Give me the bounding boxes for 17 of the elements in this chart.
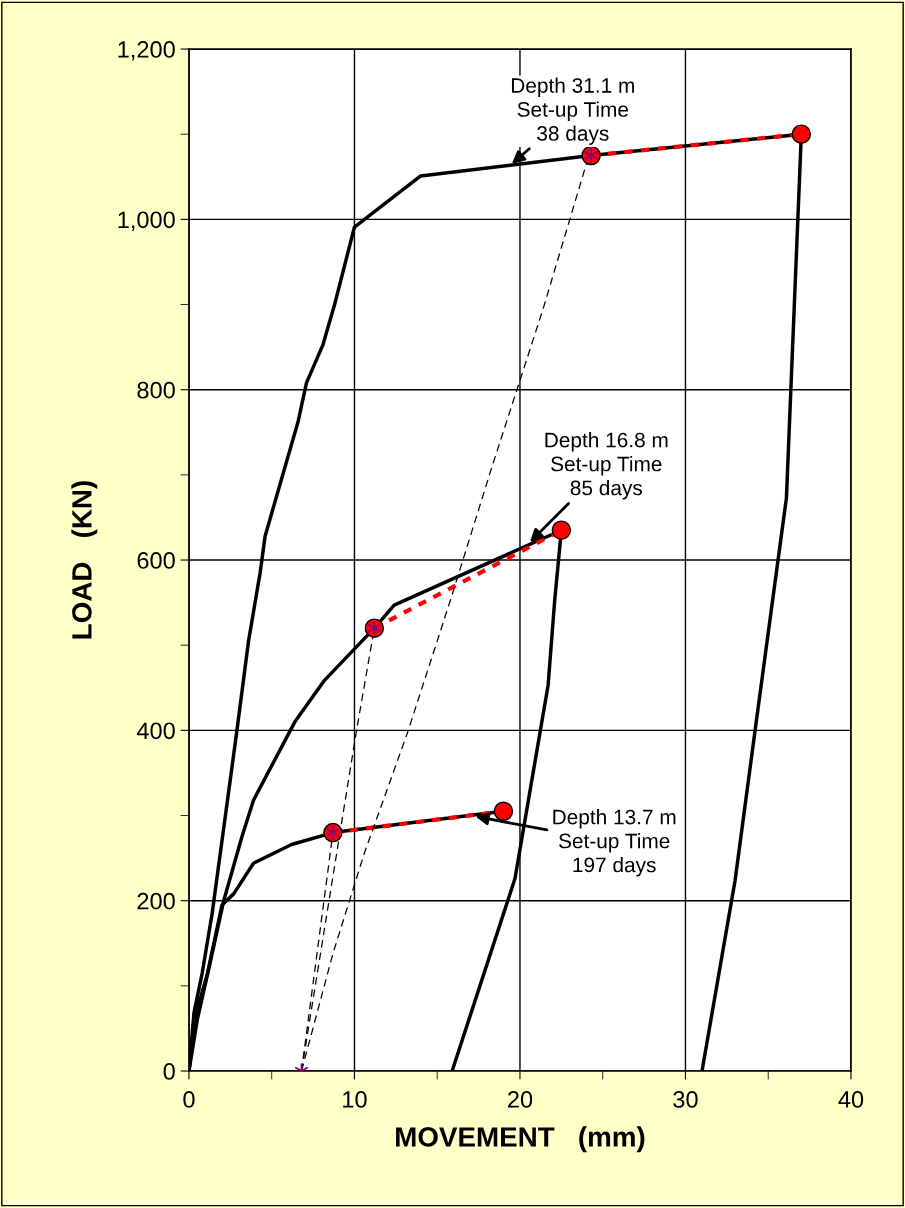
y-tick-label: 200: [137, 892, 175, 910]
annotation: Depth 31.1 m Set-up Time 38 days: [511, 77, 634, 145]
y-tick-label: 0: [163, 1063, 175, 1080]
y-axis-title: LOAD (KN): [71, 481, 98, 639]
annotation: Depth 13.7 m Set-up Time 197 days: [553, 809, 676, 877]
y-tick-label: 1,200: [118, 41, 175, 61]
y-tick-label: 600: [137, 552, 175, 569]
x-tick-label: 20: [508, 1091, 533, 1108]
y-tick-label: 800: [137, 381, 175, 399]
y-tick-label: 400: [136, 722, 175, 740]
x-tick-label: 40: [838, 1091, 864, 1108]
annotation: Depth 16.8 m Set-up Time 85 days: [545, 432, 668, 500]
x-tick-label: 10: [343, 1091, 367, 1108]
x-axis-title: MOVEMENT (mm): [396, 1126, 645, 1153]
x-tick-label: 30: [673, 1091, 698, 1108]
y-tick-label: 1,000: [118, 211, 175, 231]
x-tick-label: 0: [183, 1091, 195, 1108]
